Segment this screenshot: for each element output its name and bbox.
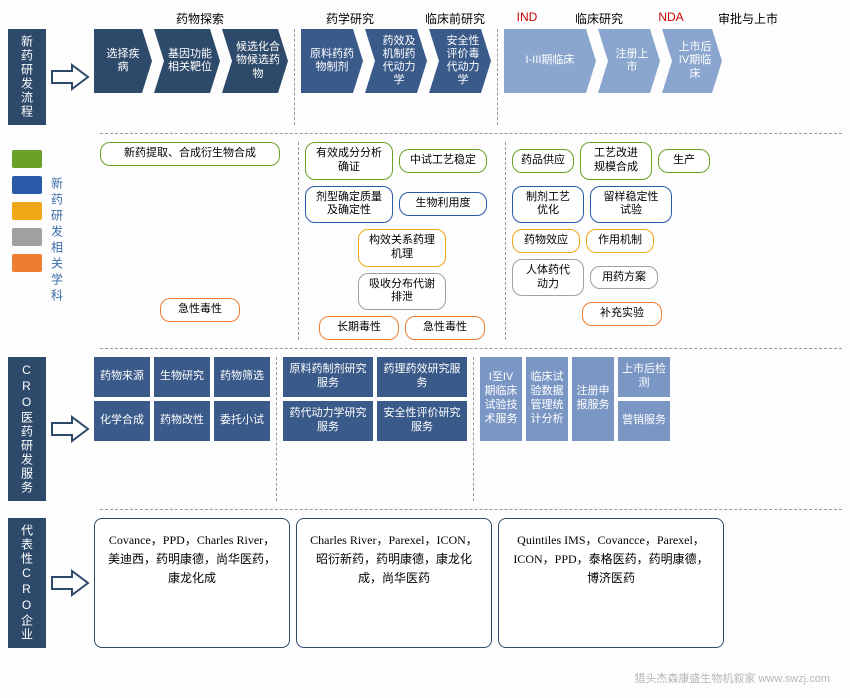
nda-label: NDA	[654, 10, 688, 27]
pill-gr1: 吸收分布代谢排泄	[358, 273, 446, 311]
cro-group-b: 原料药制剂研究服务 药理药效研究服务 药代动力学研究服务 安全性评价研究服务	[283, 357, 467, 501]
pill-y2b: 作用机制	[586, 229, 654, 253]
pill-gr2a: 人体药代动力	[512, 259, 584, 297]
separator	[100, 509, 842, 510]
separator	[100, 133, 842, 134]
cro-a6: 委托小试	[214, 401, 270, 441]
chev-c2: 注册上市	[598, 29, 660, 93]
pill-g2a: 有效成分分析确证	[305, 142, 393, 180]
pill-g3b: 工艺改进规模合成	[580, 142, 652, 180]
chev-b3: 安全性评价毒代动力学	[429, 29, 491, 93]
swatch-gray	[12, 228, 42, 246]
chev-a2: 基因功能相关靶位	[154, 29, 220, 93]
row1-label: 新药研发流程	[8, 29, 46, 125]
pill-b2b: 留样稳定性试验	[590, 186, 672, 224]
phase-discovery: 药物探索	[100, 10, 300, 27]
pill-o3: 补充实验	[582, 302, 662, 326]
phase-approval: 审批与上市	[688, 10, 808, 27]
row3-label: CRO医药研发服务	[8, 357, 46, 501]
pill-o1: 急性毒性	[160, 298, 240, 322]
cro-c1: I至IV期临床试验技术服务	[480, 357, 522, 441]
chev-a3: 候选化合物候选药物	[222, 29, 288, 93]
row4-label: 代表性CRO企业	[8, 518, 46, 648]
chev-b1: 原料药药物制剂	[301, 29, 363, 93]
pill-o2a: 长期毒性	[319, 316, 399, 340]
cro-c2: 临床试验数据管理统计分析	[526, 357, 568, 441]
cro-a5: 药物改性	[154, 401, 210, 441]
cro-c4: 上市后检测	[618, 357, 670, 397]
pill-o2b: 急性毒性	[405, 316, 485, 340]
company-box-2: Charles River，Parexel，ICON，昭衍新药，药明康德，康龙化…	[296, 518, 492, 648]
cro-a3: 药物筛选	[214, 357, 270, 397]
swatch-green	[12, 150, 42, 168]
swatch-yellow	[12, 202, 42, 220]
row-process: 新药研发流程 选择疾病 基因功能相关靶位 候选化合物候选药物 原料药药物制剂 药…	[8, 29, 842, 125]
pill-gr2b: 用药方案	[590, 266, 658, 290]
arrow-icon	[46, 357, 94, 501]
cro-c3: 注册申报服务	[572, 357, 614, 441]
separator	[100, 348, 842, 349]
pill-b1b: 生物利用度	[399, 192, 487, 216]
cro-a2: 生物研究	[154, 357, 210, 397]
cro-a1: 药物来源	[94, 357, 150, 397]
pill-g3c: 生产	[658, 149, 710, 173]
cro-b2: 药理药效研究服务	[377, 357, 467, 397]
process-chevrons: 选择疾病 基因功能相关靶位 候选化合物候选药物 原料药药物制剂 药效及机制药代动…	[94, 29, 842, 125]
pill-g3a: 药品供应	[512, 149, 574, 173]
arrow-icon	[46, 29, 94, 125]
chev-c3: 上市后IV期临床	[662, 29, 722, 93]
cro-group-a: 药物来源 生物研究 药物筛选 化学合成 药物改性 委托小试	[94, 357, 270, 501]
pill-b1a: 剂型确定质量及确定性	[305, 186, 393, 224]
pill-g1: 新药提取、合成衍生物合成	[100, 142, 280, 166]
pill-g2b: 中试工艺稳定	[399, 149, 487, 173]
company-box-1: Covance，PPD，Charles River，美迪西，药明康德，尚华医药，…	[94, 518, 290, 648]
cro-b4: 安全性评价研究服务	[377, 401, 467, 441]
row-cro: CRO医药研发服务 药物来源 生物研究 药物筛选 化学合成 药物改性 委托小试 …	[8, 357, 842, 501]
pill-y2a: 药物效应	[512, 229, 580, 253]
cro-b1: 原料药制剂研究服务	[283, 357, 373, 397]
chev-b2: 药效及机制药代动力学	[365, 29, 427, 93]
watermark: 猎头杰森康盛生物机叙家 www.swzj.com	[634, 670, 830, 686]
phase-pharm: 药学研究	[300, 10, 400, 27]
row-companies: 代表性CRO企业 Covance，PPD，Charles River，美迪西，药…	[8, 518, 842, 648]
chev-a1: 选择疾病	[94, 29, 152, 93]
swatch-blue	[12, 176, 42, 194]
cro-a4: 化学合成	[94, 401, 150, 441]
cro-group-c: I至IV期临床试验技术服务 临床试验数据管理统计分析 注册申报服务 上市后检测 …	[480, 357, 670, 501]
arrow-icon	[46, 518, 94, 648]
company-box-3: Quintiles IMS，Covancce，Parexel，ICON，PPD，…	[498, 518, 724, 648]
phase-header: 药物探索 药学研究 临床前研究 IND 临床研究 NDA 审批与上市	[100, 10, 842, 27]
row2-label: 新药研发相关学科	[46, 142, 68, 340]
row-disciplines: 新药研发相关学科 新药提取、合成衍生物合成 急性毒性 有效成分分析确证 中试工艺…	[8, 142, 842, 340]
ind-label: IND	[510, 10, 544, 27]
pill-b2a: 制剂工艺优化	[512, 186, 584, 224]
pill-y1a: 构效关系药理机理	[358, 229, 446, 267]
cro-b3: 药代动力学研究服务	[283, 401, 373, 441]
phase-clinical: 临床研究	[544, 10, 654, 27]
phase-preclinical: 临床前研究	[400, 10, 510, 27]
cro-c5: 营销服务	[618, 401, 670, 441]
chev-c1: I-III期临床	[504, 29, 596, 93]
swatch-orange	[12, 254, 42, 272]
color-legend	[8, 142, 46, 340]
